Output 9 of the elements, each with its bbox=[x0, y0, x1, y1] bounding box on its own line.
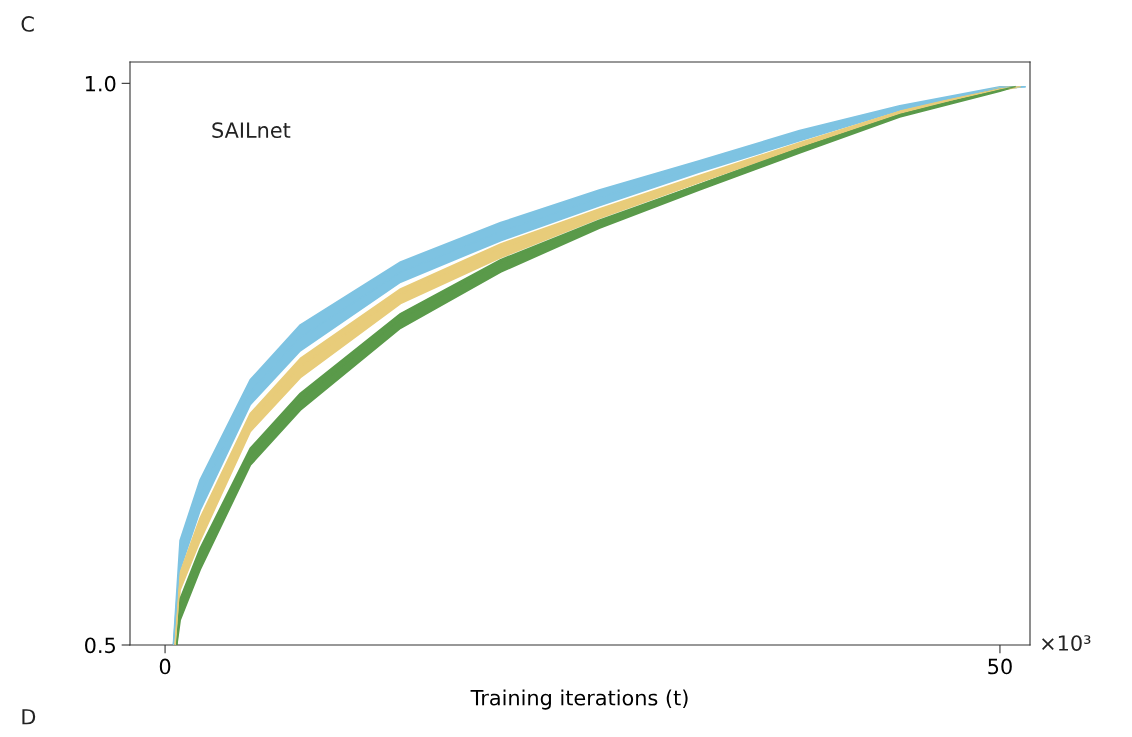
text: D bbox=[22, 709, 36, 725]
x-tick-label: 0 bbox=[159, 658, 171, 675]
y-tick-label: 1.0 bbox=[85, 75, 116, 92]
text: C bbox=[21, 16, 34, 32]
x-tick-label: 50 bbox=[988, 658, 1012, 675]
annotation: SAILnet bbox=[212, 122, 291, 138]
y-tick-label: 0.5 bbox=[85, 637, 115, 654]
text: ×10³ bbox=[1042, 635, 1091, 651]
x-axis-title: Training iterations (t) bbox=[470, 689, 688, 710]
